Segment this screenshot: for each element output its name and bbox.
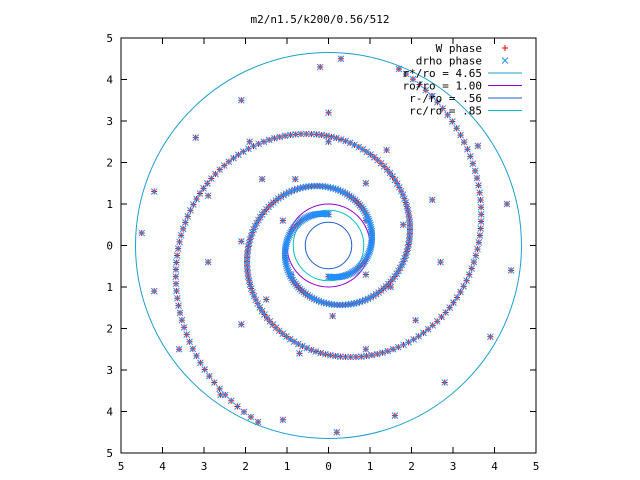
legend-label: r-/ro = .56: [409, 92, 482, 105]
x-tick-label: 3: [201, 460, 208, 473]
x-tick-label: 1: [367, 460, 374, 473]
y-tick-label: 1: [106, 198, 113, 211]
x-tick-label: 4: [159, 460, 166, 473]
phase-markers: [138, 55, 515, 436]
y-tick-label: 4: [106, 74, 113, 87]
x-tick-label: 5: [533, 460, 540, 473]
legend-marker: [502, 45, 508, 51]
y-tick-label: 2: [106, 157, 113, 170]
legend-label: drho phase: [416, 55, 482, 68]
legend-label: rc/ro = .85: [409, 105, 482, 118]
x-tick-label: 0: [325, 460, 332, 473]
radius-circle: [304, 221, 353, 270]
x-tick-label: 4: [491, 460, 498, 473]
y-tick-label: 2: [106, 323, 113, 336]
legend-label: r*/ro = 4.65: [403, 67, 482, 80]
x-tick-label: 2: [242, 460, 249, 473]
radius-circle: [292, 209, 365, 282]
y-tick-label: 3: [106, 364, 113, 377]
series-drho-phase: [138, 55, 515, 436]
y-tick-label: 5: [106, 447, 113, 460]
y-tick-label: 1: [106, 281, 113, 294]
x-tick-label: 1: [284, 460, 291, 473]
y-tick-label: 0: [106, 240, 113, 253]
y-tick-label: 4: [106, 406, 113, 419]
marker-path: [138, 55, 515, 436]
legend-label: W phase: [436, 42, 482, 55]
x-tick-label: 2: [408, 460, 415, 473]
y-tick-label: 5: [106, 32, 113, 45]
radius-circle: [135, 52, 522, 439]
legend-marker: [501, 57, 509, 64]
chart-title: m2/n1.5/k200/0.56/512: [250, 13, 389, 26]
x-tick-label: 5: [118, 460, 125, 473]
x-tick-label: 3: [450, 460, 457, 473]
legend-label: ro/ro = 1.00: [403, 80, 482, 93]
y-tick-label: 3: [106, 115, 113, 128]
